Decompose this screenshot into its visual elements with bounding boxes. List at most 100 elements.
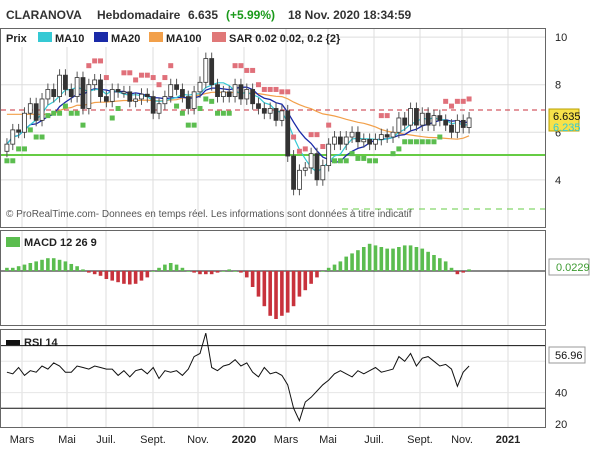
macd-bar [28, 263, 33, 271]
macd-bar [209, 271, 214, 275]
macd-bar [116, 271, 120, 283]
macd-series [1, 243, 545, 319]
macd-bar [315, 271, 319, 278]
legend-label-prix: Prix [6, 33, 28, 45]
macd-bar [157, 267, 161, 271]
candle-body [443, 119, 449, 126]
candle-body [261, 108, 267, 114]
sar-dot [144, 72, 150, 78]
rsi-panel[interactable] [0, 329, 546, 428]
sar-dot [332, 158, 338, 164]
macd-value-box: 0.0229 [548, 258, 590, 276]
x-tick-label: Mai [58, 434, 76, 446]
macd-bar [449, 267, 454, 271]
macd-bar [438, 258, 442, 271]
legend-swatch-macd [6, 237, 20, 247]
macd-bar [133, 271, 138, 284]
sar-dot [203, 96, 209, 102]
macd-bar [332, 264, 337, 271]
candle-body [27, 103, 33, 114]
candle-body [109, 89, 115, 102]
macd-bar [244, 271, 249, 278]
last-price: 6.635 [188, 8, 218, 22]
sar-dot [51, 110, 57, 116]
x-tick-label: Mars [10, 434, 35, 446]
legend-label-ma100: MA100 [166, 33, 201, 45]
sar-dot [413, 139, 419, 145]
macd-bar [297, 271, 302, 297]
macd-bar [104, 271, 109, 279]
sar-dot [174, 103, 180, 109]
sar-dot [396, 146, 402, 152]
candle-body [92, 79, 98, 86]
legend-label-macd: MACD 12 26 9 [24, 237, 97, 249]
macd-bar [356, 250, 360, 271]
x-tick-label: Mars [274, 434, 299, 446]
sar-dot [279, 89, 285, 95]
macd-bar [186, 271, 191, 272]
candle-body [174, 84, 179, 90]
candle-body [180, 89, 185, 97]
legend-label-ma10: MA10 [55, 33, 84, 45]
price-y-tick: 6 [555, 127, 561, 139]
sar-dot [68, 110, 74, 116]
y-axis-labels: 10 8 6 4 40 20 [555, 32, 567, 431]
macd-bar [75, 266, 79, 271]
macd-bar [250, 271, 255, 287]
sar-dot [367, 158, 373, 164]
macd-bar [256, 271, 261, 297]
macd-bar [373, 245, 378, 271]
sar-dot [320, 144, 326, 150]
period-label: Hebdomadaire [97, 8, 181, 22]
sar-dot [103, 75, 109, 81]
price-y-tick: 4 [555, 175, 561, 187]
candle-body [408, 108, 413, 126]
macd-bar [274, 271, 278, 319]
sar-dot [443, 98, 449, 104]
sar-dot [291, 134, 297, 140]
rsi-value-label: 56.96 [555, 350, 583, 362]
rsi-value-box: 56.96 [548, 346, 586, 364]
candle-body [431, 115, 437, 126]
candle-body [396, 117, 402, 133]
candle-body [39, 98, 45, 121]
sar-dot [449, 103, 455, 109]
x-tick-label: Juil. [364, 434, 384, 446]
candle-body [355, 131, 361, 143]
x-tick-label: Mai [319, 434, 337, 446]
candle-body [302, 167, 308, 171]
x-tick-label: Nov. [451, 434, 473, 446]
sar-dot [361, 155, 367, 161]
legend-swatch-ma100 [149, 32, 163, 42]
candle-body [80, 77, 86, 109]
candle-body [4, 143, 10, 152]
timestamp: 18 Nov. 2020 18:34:59 [288, 8, 412, 22]
sar-dot [185, 122, 191, 128]
sar-dot [238, 63, 244, 69]
candle-body [68, 89, 74, 97]
macd-bar [402, 245, 407, 271]
macd-bar [192, 271, 196, 273]
macd-bar [262, 271, 267, 307]
sar-dot [355, 155, 361, 161]
candle-body [150, 96, 156, 114]
macd-bar [163, 264, 167, 271]
sar-dot [57, 110, 63, 116]
price-change: (+5.99%) [226, 8, 275, 22]
macd-panel[interactable] [0, 230, 546, 326]
macd-bar [268, 271, 272, 316]
sar-dot [390, 151, 396, 157]
macd-bar [338, 261, 343, 271]
legend-label-rsi: RSI 14 [24, 337, 59, 349]
candle-body [460, 119, 466, 128]
sar-dot [466, 96, 472, 102]
macd-bar [87, 271, 91, 273]
sar-dot [121, 70, 127, 76]
legend-swatch-ma10 [38, 32, 52, 42]
rsi-series [1, 332, 545, 423]
sar-dot [408, 139, 414, 145]
candle-body [332, 136, 337, 145]
sar-dot [326, 122, 332, 128]
price-panel[interactable] [0, 28, 546, 228]
